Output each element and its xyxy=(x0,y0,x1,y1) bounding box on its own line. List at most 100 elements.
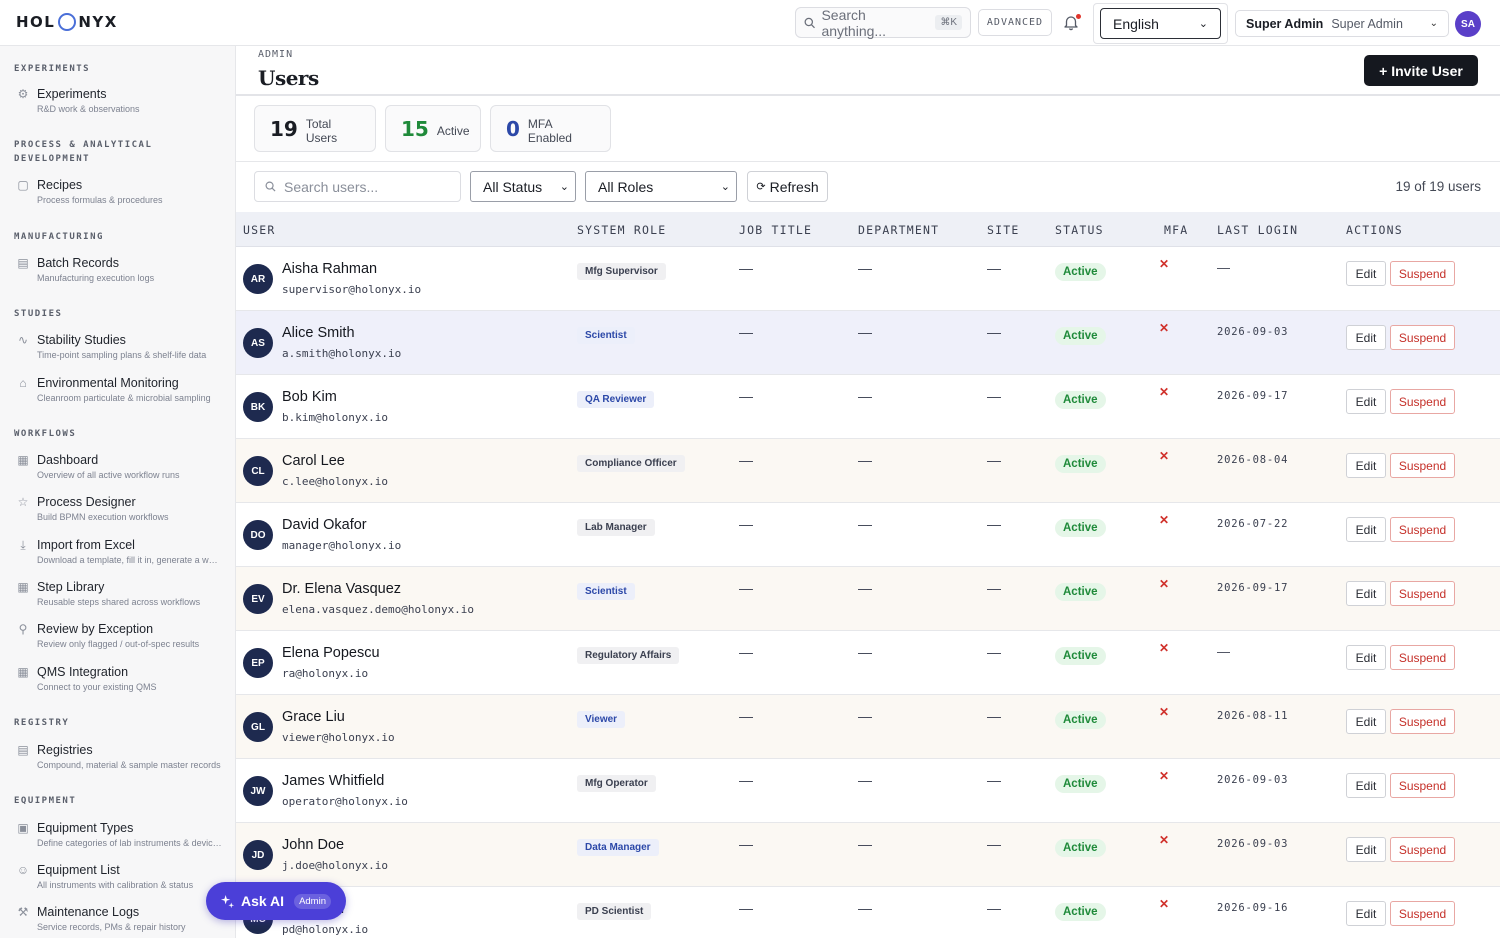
table-row[interactable]: CL Carol Lee c.lee@holonyx.io Compliance Of… xyxy=(236,439,1500,503)
sidebar-item-batch-records[interactable]: ▤ Batch Records Manufacturing execution lo… xyxy=(16,256,226,292)
roles-filter-select[interactable]: All Roles ⌄ xyxy=(585,171,737,202)
refresh-icon: ⟳ xyxy=(756,181,766,193)
sidebar-item-registries[interactable]: ▤ Registries Compound, material & sample m… xyxy=(16,743,226,779)
column-header-department[interactable]: DEPARTMENT xyxy=(858,223,940,237)
suspend-button[interactable]: Suspend xyxy=(1390,709,1455,734)
status-badge: Active xyxy=(1055,711,1106,729)
ask-ai-button[interactable]: Ask AI Admin xyxy=(206,882,346,920)
refresh-button[interactable]: ⟳ Refresh xyxy=(747,171,828,202)
edit-button[interactable]: Edit xyxy=(1346,581,1386,606)
suspend-button[interactable]: Suspend xyxy=(1390,837,1455,862)
suspend-button[interactable]: Suspend xyxy=(1390,773,1455,798)
stat-value: 15 xyxy=(401,116,429,141)
grid-icon: ▦ xyxy=(17,453,29,467)
table-row[interactable]: AS Alice Smith a.smith@holonyx.io Scientist… xyxy=(236,311,1500,375)
suspend-button[interactable]: Suspend xyxy=(1390,517,1455,542)
user-name[interactable]: Grace Liu xyxy=(282,709,345,725)
edit-button[interactable]: Edit xyxy=(1346,901,1386,926)
sidebar-item-dashboard[interactable]: ▦ Dashboard Overview of all active workflo… xyxy=(16,453,226,489)
status-filter-select[interactable]: All Status ⌄ xyxy=(470,171,576,202)
edit-button[interactable]: Edit xyxy=(1346,709,1386,734)
sidebar-item-maintenance-logs[interactable]: ⚒ Maintenance Logs Service records, PMs & … xyxy=(16,905,226,938)
suspend-button[interactable]: Suspend xyxy=(1390,581,1455,606)
role-badge: Compliance Officer xyxy=(577,455,685,472)
sidebar-item-desc: Define categories of lab instruments & d… xyxy=(37,838,222,848)
edit-button[interactable]: Edit xyxy=(1346,837,1386,862)
status-badge: Active xyxy=(1055,455,1106,473)
user-name[interactable]: David Okafor xyxy=(282,517,367,533)
table-row[interactable]: EV Dr. Elena Vasquez elena.vasquez.demo@ho… xyxy=(236,567,1500,631)
user-name[interactable]: Alice Smith xyxy=(282,325,355,341)
chevron-down-icon: ⌄ xyxy=(1198,18,1208,30)
table-row[interactable]: AR Aisha Rahman supervisor@holonyx.io Mfg S… xyxy=(236,247,1500,311)
department: — xyxy=(858,516,872,532)
user-search-input[interactable]: Search users... xyxy=(254,171,461,202)
table-row[interactable]: JD John Doe j.doe@holonyx.io Data Manager — —… xyxy=(236,823,1500,887)
home-icon: ⌂ xyxy=(19,376,27,390)
global-search[interactable]: Search anything... ⌘K xyxy=(795,7,971,39)
table-row[interactable]: EP Elena Popescu ra@holonyx.io Regulatory A… xyxy=(236,631,1500,695)
user-name[interactable]: John Doe xyxy=(282,837,345,853)
column-header-mfa[interactable]: MFA xyxy=(1164,223,1189,237)
user-name[interactable]: Bob Kim xyxy=(282,389,337,405)
sidebar-item-equipment-types[interactable]: ▣ Equipment Types Define categories of lab… xyxy=(16,821,226,857)
table-row[interactable]: GL Grace Liu viewer@holonyx.io Viewer — — — Act… xyxy=(236,695,1500,759)
user-role-select[interactable]: Super Admin Super Admin ⌄ xyxy=(1235,10,1449,37)
edit-button[interactable]: Edit xyxy=(1346,453,1386,478)
language-select[interactable]: English ⌄ xyxy=(1100,8,1221,39)
column-header-last-login[interactable]: LAST LOGIN xyxy=(1217,223,1299,237)
suspend-button[interactable]: Suspend xyxy=(1390,389,1455,414)
edit-button[interactable]: Edit xyxy=(1346,261,1386,286)
sidebar-item-review-by-exception[interactable]: ⚲ Review by Exception Review only flagged … xyxy=(16,622,226,658)
sidebar-item-recipes[interactable]: ▢ Recipes Process formulas & procedures xyxy=(16,178,226,214)
role-badge: PD Scientist xyxy=(577,903,652,920)
sidebar-item-qms-integration[interactable]: ▦ QMS Integration Connect to your existing… xyxy=(16,665,226,701)
user-name[interactable]: Carol Lee xyxy=(282,453,345,469)
user-email: supervisor@holonyx.io xyxy=(282,283,422,296)
sidebar-item-import-from-excel[interactable]: ⤓ Import from Excel Download a template, f… xyxy=(16,538,226,574)
last-login: — xyxy=(1217,260,1230,275)
user-name[interactable]: James Whitfield xyxy=(282,773,385,789)
sidebar-item-environmental-monitoring[interactable]: ⌂ Environmental Monitoring Cleanroom parti… xyxy=(16,376,226,412)
suspend-button[interactable]: Suspend xyxy=(1390,453,1455,478)
role-badge: Data Manager xyxy=(577,839,659,856)
edit-button[interactable]: Edit xyxy=(1346,645,1386,670)
advanced-search-button[interactable]: ADVANCED xyxy=(978,9,1052,36)
user-name[interactable]: Dr. Elena Vasquez xyxy=(282,581,402,597)
column-header-status[interactable]: STATUS xyxy=(1055,223,1104,237)
user-avatar[interactable]: SA xyxy=(1455,11,1481,37)
app-logo[interactable]: HOL NYX xyxy=(16,13,118,31)
edit-button[interactable]: Edit xyxy=(1346,325,1386,350)
user-name[interactable]: Aisha Rahman xyxy=(282,261,378,277)
edit-button[interactable]: Edit xyxy=(1346,517,1386,542)
stat-label: Total Users xyxy=(305,117,338,145)
table-row[interactable]: JW James Whitfield operator@holonyx.io Mfg … xyxy=(236,759,1500,823)
table-row[interactable]: BK Bob Kim b.kim@holonyx.io QA Reviewer — — — A… xyxy=(236,375,1500,439)
suspend-button[interactable]: Suspend xyxy=(1390,645,1455,670)
column-header-user[interactable]: USER xyxy=(243,223,276,237)
column-header-system-role[interactable]: SYSTEM ROLE xyxy=(577,223,667,237)
user-name[interactable]: Elena Popescu xyxy=(282,645,380,661)
job-title: — xyxy=(739,260,753,276)
sidebar-item-experiments[interactable]: ⚙ Experiments R&D work & observations xyxy=(16,87,226,123)
sidebar-item-equipment-list[interactable]: ☺ Equipment List All instruments with cali… xyxy=(16,863,226,899)
sidebar-item-process-designer[interactable]: ☆ Process Designer Build BPMN execution wo… xyxy=(16,495,226,531)
sidebar-item-label: Review by Exception xyxy=(37,622,154,636)
user-name: Super Admin xyxy=(1246,16,1324,31)
sidebar-item-step-library[interactable]: ▦ Step Library Reusable steps shared acros… xyxy=(16,580,226,616)
edit-button[interactable]: Edit xyxy=(1346,389,1386,414)
site: — xyxy=(987,260,1001,276)
sidebar-item-desc: Process formulas & procedures xyxy=(37,195,163,205)
table-row[interactable]: DO David Okafor manager@holonyx.io Lab Mana… xyxy=(236,503,1500,567)
role-badge: Scientist xyxy=(577,583,635,600)
invite-user-button[interactable]: + Invite User xyxy=(1364,55,1478,86)
column-header-site[interactable]: SITE xyxy=(987,223,1020,237)
column-header-job-title[interactable]: JOB TITLE xyxy=(739,223,813,237)
notifications-button[interactable] xyxy=(1062,13,1082,33)
suspend-button[interactable]: Suspend xyxy=(1390,901,1455,926)
sidebar-item-stability-studies[interactable]: ∿ Stability Studies Time-point sampling pl… xyxy=(16,333,226,369)
edit-button[interactable]: Edit xyxy=(1346,773,1386,798)
suspend-button[interactable]: Suspend xyxy=(1390,325,1455,350)
suspend-button[interactable]: Suspend xyxy=(1390,261,1455,286)
